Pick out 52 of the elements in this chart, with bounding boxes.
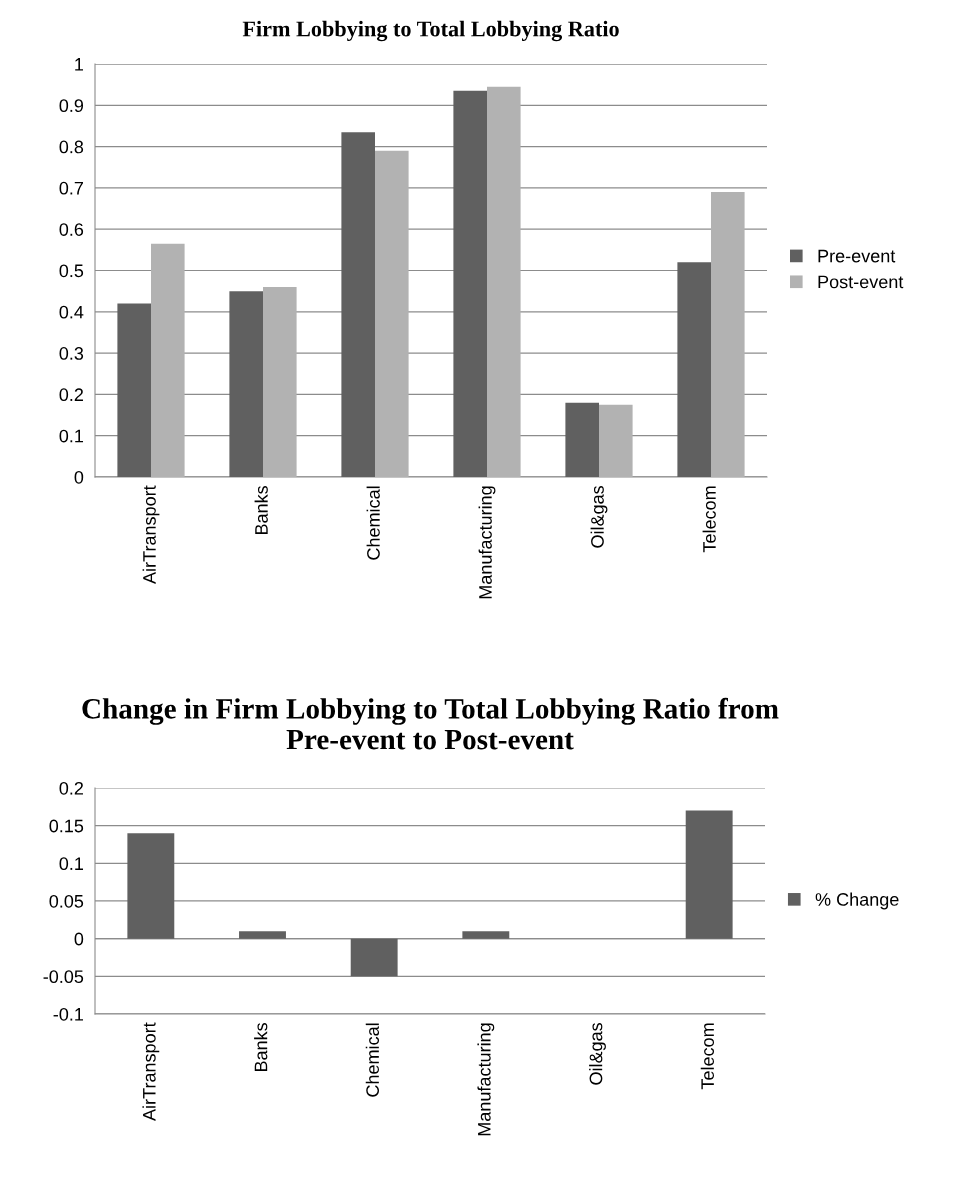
y-tick-label: 0.2 bbox=[59, 388, 83, 402]
x-tick-label: Manufacturing bbox=[477, 1023, 495, 1136]
legend-label: Pre-event bbox=[818, 249, 896, 263]
bar bbox=[350, 938, 398, 977]
bar bbox=[127, 833, 175, 939]
bar bbox=[229, 291, 263, 477]
bar bbox=[711, 192, 745, 477]
chart-title: Change in Firm Lobbying to Total Lobbying Ratio from Pre-event to Post-event bbox=[82, 697, 779, 750]
bar bbox=[341, 132, 375, 477]
x-tick-label: Banks bbox=[254, 1022, 268, 1072]
y-tick-label: 0.1 bbox=[59, 429, 84, 443]
bar bbox=[117, 303, 151, 477]
x-tick-label: Banks bbox=[254, 485, 268, 535]
y-tick-label: 0 bbox=[74, 932, 84, 946]
y-tick-label: -0.05 bbox=[43, 970, 84, 984]
bar bbox=[462, 931, 510, 939]
x-tick-label: Manufacturing bbox=[478, 486, 496, 599]
y-tick-label: 0.2 bbox=[59, 781, 83, 795]
y-tick-label: 0.8 bbox=[59, 140, 84, 154]
x-tick-label: Chemical bbox=[365, 1023, 380, 1097]
y-tick-label: -0.1 bbox=[53, 1007, 84, 1021]
bar bbox=[151, 243, 185, 477]
y-tick-label: 0.9 bbox=[59, 99, 84, 113]
x-tick-label: AirTransport bbox=[142, 1022, 160, 1121]
y-tick-label: 0.3 bbox=[59, 347, 84, 360]
bar bbox=[599, 404, 633, 477]
x-tick-label: Telecom bbox=[702, 486, 716, 553]
x-tick-label: Chemical bbox=[366, 486, 380, 560]
chart-title: Firm Lobbying to Total Lobbying Ratio bbox=[242, 20, 619, 42]
y-tick-label: 0.6 bbox=[59, 223, 84, 236]
bar bbox=[565, 402, 599, 477]
y-tick-label: 0.1 bbox=[59, 857, 84, 871]
bar bbox=[375, 150, 409, 477]
legend-label: % Change bbox=[815, 892, 899, 910]
bar bbox=[487, 86, 521, 477]
bar bbox=[239, 931, 286, 939]
y-tick-label: 0.15 bbox=[49, 819, 84, 833]
y-tick-label: 0.4 bbox=[59, 305, 84, 319]
x-tick-label: Oil&gas bbox=[590, 485, 608, 548]
y-tick-label: 0.5 bbox=[59, 264, 84, 278]
legend-label: Post-event bbox=[818, 275, 904, 289]
y-tick-label: 1 bbox=[75, 58, 84, 71]
x-tick-label: AirTransport bbox=[142, 485, 160, 584]
bar bbox=[685, 810, 733, 939]
x-tick-label: Telecom bbox=[700, 1023, 715, 1090]
y-tick-label: 0.7 bbox=[59, 181, 83, 195]
bar bbox=[677, 262, 711, 477]
bar bbox=[263, 287, 297, 477]
y-tick-label: 0 bbox=[74, 470, 84, 484]
y-tick-label: 0.05 bbox=[49, 894, 84, 908]
x-tick-label: Oil&gas bbox=[589, 1022, 606, 1085]
bar bbox=[453, 90, 487, 477]
